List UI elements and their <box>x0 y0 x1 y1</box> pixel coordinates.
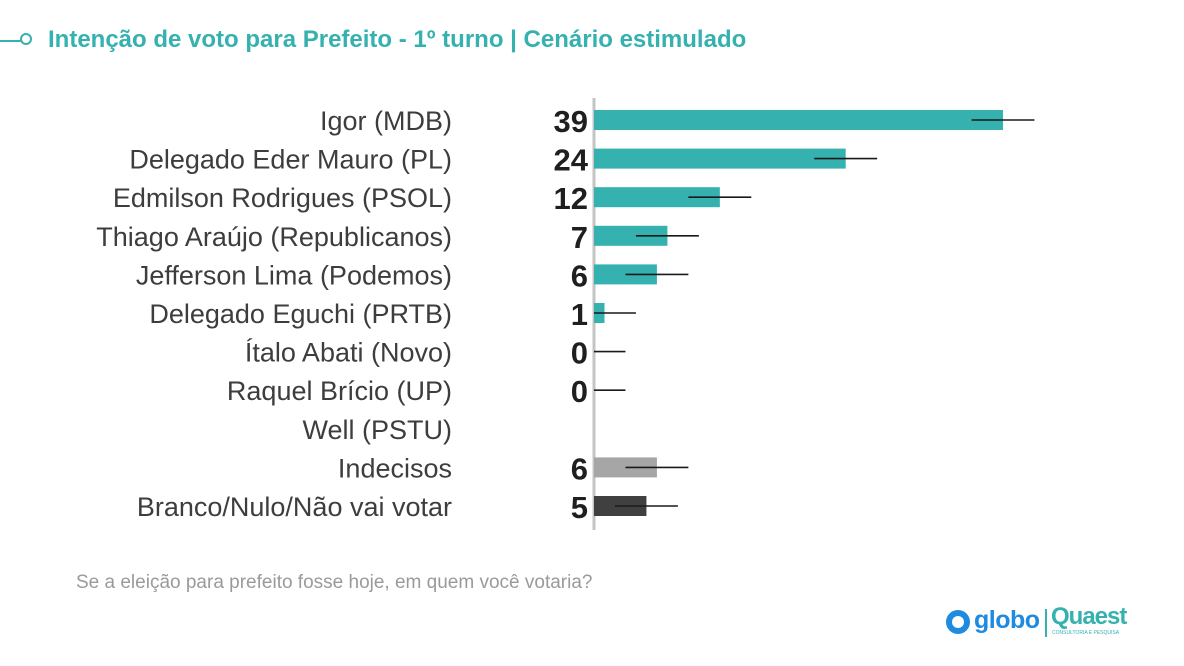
quaest-logo-subtitle: CONSULTORIA E PESQUISA <box>1052 630 1120 636</box>
title-accent-line <box>0 40 22 42</box>
bar-chart: Igor (MDB) 39 Delegado Eder Mauro (PL) 24 Ed… <box>96 98 1035 530</box>
category-label: Edmilson Rodrigues (PSOL) <box>113 183 452 213</box>
value-label: 39 <box>554 104 588 139</box>
value-label: 6 <box>571 258 588 293</box>
category-label: Indecisos <box>338 453 452 483</box>
value-label: 7 <box>571 220 588 255</box>
category-label: Ítalo Abati (Novo) <box>245 338 452 368</box>
chart-title: Intenção de voto para Prefeito - 1º turn… <box>48 26 747 53</box>
value-label: 12 <box>554 181 588 216</box>
value-label: 24 <box>554 143 589 178</box>
category-label: Igor (MDB) <box>320 106 452 136</box>
category-label: Branco/Nulo/Não vai votar <box>137 492 452 522</box>
logo-separator <box>1045 609 1047 637</box>
category-label: Thiago Araújo (Republicanos) <box>96 222 452 252</box>
category-label: Delegado Eder Mauro (PL) <box>129 145 452 175</box>
bar <box>594 110 1003 130</box>
globo-logo-icon <box>946 610 970 634</box>
category-label: Raquel Brício (UP) <box>227 376 452 406</box>
category-label: Well (PSTU) <box>302 415 452 445</box>
value-label: 6 <box>571 451 588 486</box>
bars-group: Igor (MDB) 39 Delegado Eder Mauro (PL) 24 Ed… <box>96 104 1035 525</box>
bar <box>594 225 668 246</box>
category-label: Delegado Eguchi (PRTB) <box>149 299 452 329</box>
globo-logo-text: globo <box>974 606 1040 634</box>
brand-logos: globo Quaest CONSULTORIA E PESQUISA <box>944 602 1144 642</box>
quaest-logo-text: Quaest <box>1051 603 1127 630</box>
category-label: Jefferson Lima (Podemos) <box>136 260 452 290</box>
value-label: 0 <box>571 336 588 371</box>
bar <box>594 148 846 169</box>
value-label: 5 <box>571 490 588 525</box>
value-label: 0 <box>571 374 588 409</box>
value-label: 1 <box>571 297 588 332</box>
title-accent-dot <box>20 33 32 45</box>
bar <box>594 187 720 208</box>
survey-question: Se a eleição para prefeito fosse hoje, e… <box>76 572 593 593</box>
